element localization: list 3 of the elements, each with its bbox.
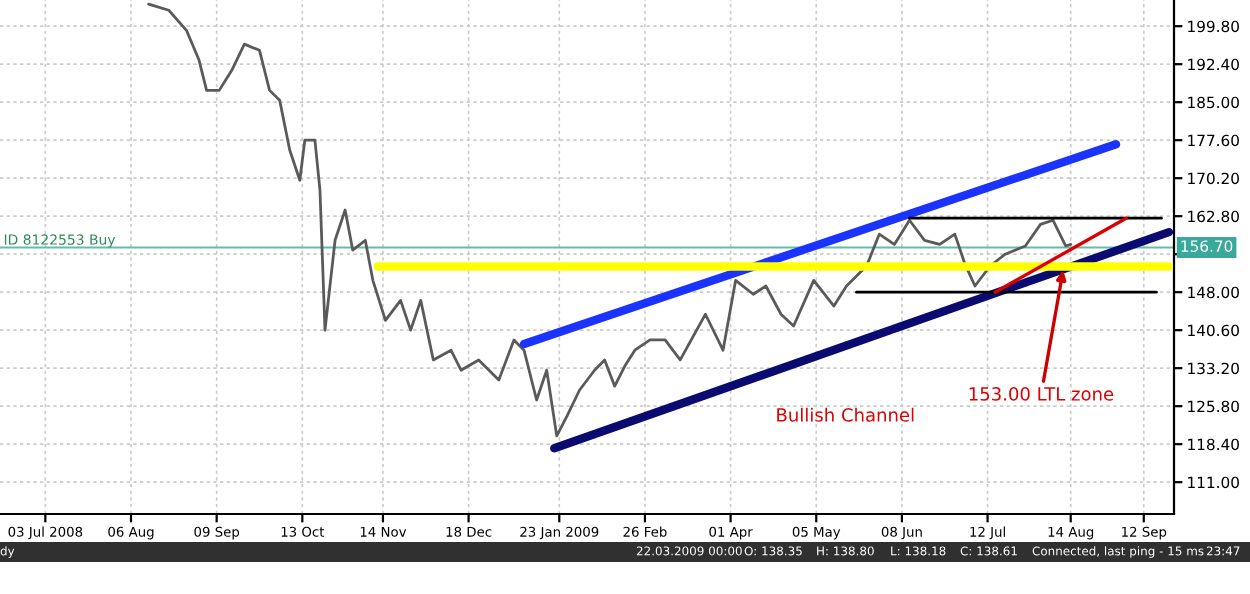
line-series xyxy=(147,2,1073,438)
annotation: 153.00 LTL zone xyxy=(969,387,1114,401)
annotation: Bullish Channel xyxy=(777,407,914,422)
